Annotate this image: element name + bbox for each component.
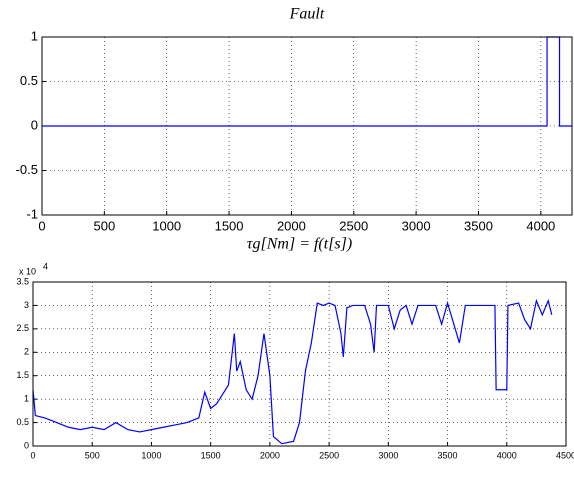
y-tick-label: 0 bbox=[31, 117, 38, 132]
x-tick-label: 2500 bbox=[339, 218, 368, 233]
y-tick-label: -0.5 bbox=[16, 162, 38, 177]
x-tick-label: 4500 bbox=[556, 450, 574, 460]
axes-frame bbox=[32, 281, 567, 447]
y-tick-label: 1 bbox=[24, 394, 29, 404]
x-tick-label: 500 bbox=[94, 218, 116, 233]
x-tick-label: 0 bbox=[30, 450, 35, 460]
x-tick-label: 4000 bbox=[497, 450, 517, 460]
y-tick-label: 0.5 bbox=[20, 73, 38, 88]
x-tick-label: 4000 bbox=[526, 218, 555, 233]
chart-title: τg[Nm] = f(t[s]) bbox=[247, 236, 352, 253]
x-tick-label: 2000 bbox=[260, 450, 280, 460]
x-tick-label: 1000 bbox=[152, 218, 181, 233]
y-scale-base: x 10 bbox=[19, 266, 36, 276]
x-tick-label: 1500 bbox=[201, 450, 221, 460]
y-tick-label: 2.5 bbox=[16, 323, 29, 333]
x-tick-label: 1000 bbox=[141, 450, 161, 460]
x-tick-label: 3500 bbox=[438, 450, 458, 460]
x-tick-label: 2500 bbox=[319, 450, 339, 460]
y-tick-label: 0 bbox=[24, 440, 29, 450]
x-tick-label: 1500 bbox=[215, 218, 244, 233]
y-tick-label: 1 bbox=[31, 28, 38, 43]
x-tick-label: 3500 bbox=[464, 218, 493, 233]
y-scale-exponent: 4 bbox=[43, 261, 48, 271]
x-tick-label: 500 bbox=[85, 450, 100, 460]
axes-frame bbox=[41, 36, 573, 216]
y-tick-label: 0.5 bbox=[16, 417, 29, 427]
x-tick-label: 3000 bbox=[402, 218, 431, 233]
x-tick-label: 3000 bbox=[378, 450, 398, 460]
chart-title: Fault bbox=[289, 6, 325, 23]
y-tick-label: 1.5 bbox=[16, 370, 29, 380]
y-tick-label: 3.5 bbox=[16, 276, 29, 286]
x-tick-label: 0 bbox=[38, 218, 45, 233]
x-tick-label: 2000 bbox=[277, 218, 306, 233]
y-tick-label: -1 bbox=[26, 206, 38, 221]
y-tick-label: 2 bbox=[24, 347, 29, 357]
data-line bbox=[32, 298, 553, 445]
y-tick-label: 3 bbox=[24, 300, 29, 310]
